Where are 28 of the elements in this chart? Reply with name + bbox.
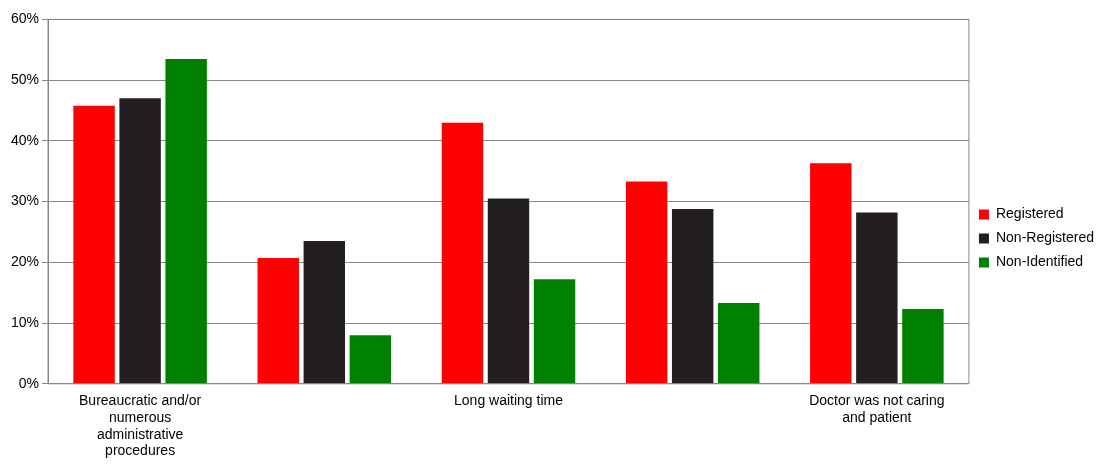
x-tick-label: Doctor was not caring and patient bbox=[809, 392, 945, 425]
bar bbox=[810, 163, 852, 384]
bar bbox=[856, 212, 898, 384]
legend-label: Non-Registered bbox=[995, 229, 1095, 246]
y-tick-label: 10% bbox=[10, 313, 40, 330]
bar bbox=[487, 198, 530, 384]
y-tick-label: 30% bbox=[10, 192, 40, 209]
legend-label: Registered bbox=[995, 205, 1064, 222]
y-tick-label: 50% bbox=[10, 70, 40, 87]
y-tick-label: 0% bbox=[18, 374, 40, 391]
x-tick-label: Long waiting time bbox=[454, 392, 564, 409]
bar bbox=[119, 98, 161, 384]
bar bbox=[257, 258, 299, 384]
x-tick-label: Bureaucratic and/or numerous administrative procedures bbox=[79, 392, 202, 459]
y-tick-label: 60% bbox=[10, 10, 40, 27]
y-tick-label: 40% bbox=[10, 131, 40, 148]
bar bbox=[718, 303, 760, 384]
bar bbox=[533, 279, 576, 384]
bar bbox=[349, 335, 392, 384]
bar bbox=[73, 105, 115, 384]
bar bbox=[902, 309, 944, 384]
bar bbox=[671, 208, 714, 384]
bar bbox=[625, 181, 668, 384]
bar bbox=[441, 122, 484, 384]
legend-label: Non-Identified bbox=[995, 253, 1084, 270]
bar bbox=[165, 58, 207, 384]
y-tick-label: 20% bbox=[10, 253, 40, 270]
bar bbox=[303, 241, 346, 384]
